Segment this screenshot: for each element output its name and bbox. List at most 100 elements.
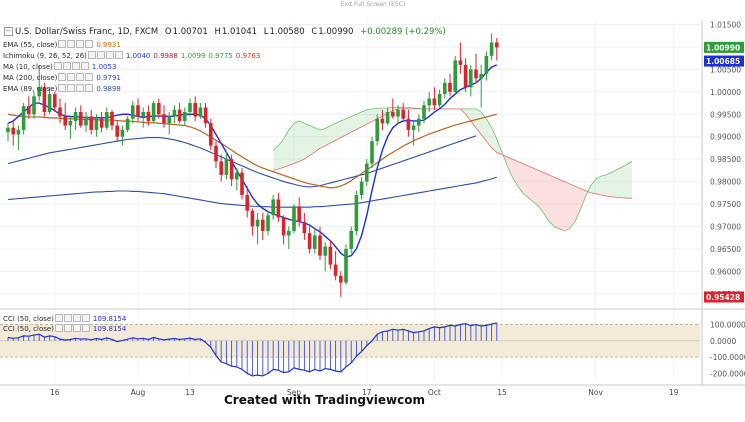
legend-control-icon[interactable] (72, 314, 81, 322)
collapse-icon[interactable]: − (4, 27, 13, 36)
indicator-value: 1.0040 (125, 52, 151, 60)
cloud-segment (621, 164, 627, 199)
candle-body (235, 172, 239, 180)
candle-body (125, 118, 130, 130)
indicator-value: 0.9988 (153, 52, 178, 60)
candle-body (131, 105, 135, 119)
senkou-span-b (273, 108, 632, 199)
legend-control-icon[interactable] (76, 73, 85, 81)
price-tick-label: 0.97000 (710, 222, 741, 231)
cloud-segment (538, 170, 544, 213)
legend-control-icon[interactable] (81, 324, 90, 332)
legend-control-icon[interactable] (96, 51, 105, 59)
price-tick-label: 1.01500 (710, 20, 741, 29)
candle-body (281, 217, 286, 236)
candle-body (313, 235, 317, 249)
cloud-segment (554, 177, 560, 229)
cci-legend-row[interactable]: CCI (50, close) 109.8154 (3, 314, 126, 324)
price-tick-label: 0.96500 (710, 245, 741, 254)
candle-body (380, 118, 385, 124)
indicator-label: EMA (89, close) (3, 85, 58, 93)
legend-control-icon[interactable] (76, 40, 85, 48)
candle-body (224, 159, 229, 175)
legend-control-icon[interactable] (81, 314, 90, 322)
legend-control-icon[interactable] (80, 62, 89, 70)
candle-body (427, 98, 431, 106)
cloud-segment (611, 169, 617, 198)
cloud-segment (491, 127, 497, 153)
cci-legend-row[interactable]: CCI (50, close) 109.8154 (3, 324, 126, 334)
candle-body (474, 69, 478, 79)
legend-control-icon[interactable] (58, 73, 67, 81)
ma200-line (7, 176, 497, 208)
legend-control-icon[interactable] (54, 314, 63, 322)
candle-body (115, 125, 119, 137)
cloud-segment (283, 129, 289, 168)
indicator-legend-row[interactable]: EMA (89, close) 0.9898 (3, 84, 121, 94)
time-tick-label: Oct (428, 388, 441, 397)
indicator-legend-row[interactable]: EMA (55, close) 0.9931 (3, 40, 121, 50)
candle-body (6, 127, 10, 133)
legend-control-icon[interactable] (85, 73, 94, 81)
candle-body (229, 159, 234, 180)
time-tick-label: 15 (497, 388, 507, 397)
legend-control-icon[interactable] (62, 62, 71, 70)
candle-body (255, 219, 260, 227)
indicator-legend-row[interactable]: MA (10, close) 1.0053 (3, 62, 116, 72)
candle-body (47, 94, 52, 113)
moving-averages (7, 64, 498, 258)
legend-control-icon[interactable] (67, 40, 76, 48)
legend-control-icon[interactable] (76, 84, 85, 92)
candle-body (136, 105, 140, 117)
cloud-segment (273, 145, 279, 171)
legend-control-icon[interactable] (105, 51, 114, 59)
candle-body (354, 195, 359, 231)
legend-control-icon[interactable] (54, 324, 63, 332)
cci-tick-label: -200.0000 (710, 369, 745, 378)
cloud-segment (465, 108, 471, 121)
candle-body (162, 114, 166, 124)
cloud-segment (377, 107, 383, 119)
candle-body (172, 109, 177, 117)
legend-control-icon[interactable] (114, 51, 123, 59)
candle-body (411, 125, 416, 130)
legend-control-icon[interactable] (58, 40, 67, 48)
cloud-segment (335, 120, 341, 141)
indicator-legend-row[interactable]: MA (200, close) 0.9791 (3, 73, 121, 83)
open-value: 1.00701 (172, 27, 208, 37)
candle-body (396, 109, 400, 117)
legend-control-icon[interactable] (53, 62, 62, 70)
indicator-legend-row[interactable]: Ichimoku (9, 26, 52, 26) 1.0040 0.9988 1.00… (3, 51, 260, 61)
candle-body (89, 116, 93, 130)
legend-control-icon[interactable] (87, 51, 96, 59)
candle-body (422, 105, 426, 119)
candle-body (110, 112, 114, 126)
exit-fullscreen-banner[interactable]: Exit Full Screen (ESC) (340, 1, 406, 8)
candle-body (417, 118, 421, 126)
cloud-segment (533, 168, 539, 207)
candle-body (276, 199, 281, 218)
legend-control-icon[interactable] (71, 62, 80, 70)
legend-control-icon[interactable] (63, 314, 72, 322)
legend-control-icon[interactable] (72, 324, 81, 332)
cloud-segment (372, 108, 378, 122)
cloud-segment (288, 123, 294, 166)
legend-control-icon[interactable] (85, 40, 94, 48)
legend-control-icon[interactable] (63, 324, 72, 332)
candle-body (37, 87, 41, 97)
time-tick-label: 13 (185, 388, 195, 397)
candle-body (323, 246, 327, 256)
legend-control-icon[interactable] (58, 84, 67, 92)
legend-control-icon[interactable] (67, 73, 76, 81)
legend-control-icon[interactable] (85, 84, 94, 92)
candle-body (261, 219, 265, 231)
cci-value: 109.8154 (92, 325, 127, 333)
legend-control-icon[interactable] (67, 84, 76, 92)
candle-body (401, 109, 405, 119)
candle-body (443, 82, 447, 95)
candle-body (11, 127, 15, 135)
candle-body (287, 230, 291, 236)
cloud-segment (325, 125, 331, 146)
cci-label: CCI (50, close) (3, 315, 54, 323)
